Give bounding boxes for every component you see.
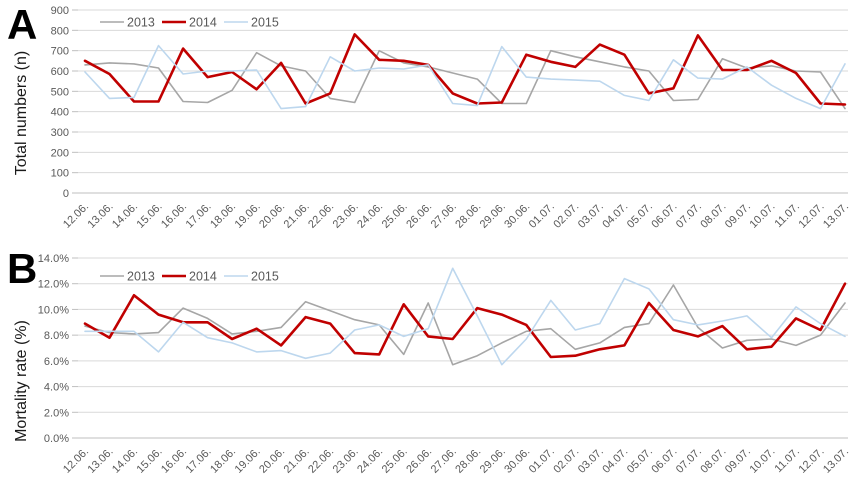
y-tick-label: 0 bbox=[63, 188, 69, 200]
panel-A-series-2014-line bbox=[83, 33, 847, 106]
panel-label-a: A bbox=[7, 1, 38, 48]
panel-B-series-2013-line bbox=[84, 284, 846, 366]
x-date-label: 10.07. bbox=[747, 201, 777, 231]
legend-label-2013: 2013 bbox=[127, 16, 155, 30]
legend-label-2015: 2015 bbox=[251, 16, 279, 30]
y-tick-label: 500 bbox=[51, 86, 69, 98]
panel-A-gridlines bbox=[72, 9, 848, 194]
x-date-label: 17.06. bbox=[184, 201, 214, 231]
y-tick-label: 2.0% bbox=[44, 407, 69, 419]
x-date-label: 03.07. bbox=[576, 201, 606, 231]
legend-label-2013: 2013 bbox=[127, 270, 155, 284]
y-tick-label: 900 bbox=[51, 5, 69, 17]
x-date-label: 07.07. bbox=[674, 201, 704, 231]
x-date-label: 24.06. bbox=[355, 201, 385, 231]
y-tick-label: 700 bbox=[51, 46, 69, 58]
x-date-label: 30.06. bbox=[502, 201, 532, 231]
y-tick-label: 200 bbox=[51, 147, 69, 159]
x-date-label: 23.06. bbox=[331, 201, 361, 231]
y-tick-label: 4.0% bbox=[44, 382, 69, 394]
y-tick-label: 14.0% bbox=[38, 253, 69, 265]
panel-label-b: B bbox=[7, 245, 38, 292]
x-date-label: 16.06. bbox=[159, 201, 189, 231]
y-tick-label: 400 bbox=[51, 107, 69, 119]
panel-B-series-2015-line bbox=[84, 267, 846, 366]
x-date-label: 18.06. bbox=[208, 201, 238, 231]
x-date-label: 08.07. bbox=[698, 201, 728, 231]
two-panel-line-figure: A Total numbers (n) B Mortality rate (%)… bbox=[7, 1, 850, 475]
x-date-label: 27.06. bbox=[429, 201, 459, 231]
panel-A-y-tick-labels: 900 800 700 600 500 400 300 200 100 0 bbox=[51, 5, 69, 200]
x-date-label: 14.06. bbox=[110, 201, 140, 231]
x-date-label: 20.06. bbox=[257, 201, 287, 231]
panel-B-y-tick-labels: 14.0% 12.0% 10.0% 8.0% 6.0% 4.0% 2.0% 0.0% bbox=[38, 253, 69, 445]
x-date-label: 12.07. bbox=[796, 201, 826, 231]
panel-A-series-2015-line bbox=[84, 44, 846, 110]
x-date-label: 05.07. bbox=[625, 201, 655, 231]
x-date-label: 10.07. bbox=[747, 446, 777, 474]
panel-B-series-2014-line bbox=[83, 282, 847, 359]
panel-B-x-date-labels: 12.06.13.06.14.06.15.06.16.06.17.06.18.0… bbox=[61, 446, 850, 474]
x-date-label: 29.06. bbox=[478, 201, 508, 231]
y-tick-label: 10.0% bbox=[38, 304, 69, 316]
y-tick-label: 0.0% bbox=[44, 433, 69, 445]
y-tick-label: 800 bbox=[51, 25, 69, 37]
x-date-label: 26.06. bbox=[404, 201, 434, 231]
panel-A-legend: 2013 2014 2015 bbox=[100, 16, 279, 30]
x-date-label: 15.06. bbox=[135, 201, 165, 231]
x-date-label: 22.06. bbox=[306, 201, 336, 231]
x-date-label: 13.07. bbox=[821, 446, 850, 474]
x-date-label: 21.06. bbox=[282, 201, 312, 231]
panel-B-gridlines bbox=[72, 257, 848, 439]
x-date-label: 11.07. bbox=[773, 201, 803, 231]
x-date-label: 01.07. bbox=[527, 201, 557, 231]
y-tick-label: 12.0% bbox=[38, 279, 69, 291]
y-tick-label: 300 bbox=[51, 127, 69, 139]
legend-label-2014: 2014 bbox=[189, 16, 217, 30]
y-tick-label: 100 bbox=[51, 168, 69, 180]
legend-label-2014: 2014 bbox=[189, 270, 217, 284]
x-date-label: 06.07. bbox=[649, 201, 679, 231]
legend-label-2015: 2015 bbox=[251, 270, 279, 284]
x-date-label: 09.07. bbox=[723, 201, 753, 231]
x-date-label: 12.06. bbox=[61, 201, 91, 231]
y-tick-label: 8.0% bbox=[44, 330, 69, 342]
x-date-label: 13.07. bbox=[821, 201, 850, 231]
y-tick-label: 600 bbox=[51, 66, 69, 78]
x-date-label: 28.06. bbox=[453, 201, 483, 231]
panel-A-series-2013-line bbox=[84, 49, 846, 110]
x-date-label: 19.06. bbox=[233, 201, 263, 231]
x-date-label: 13.06. bbox=[86, 201, 116, 231]
charts-canvas: 900800700600500400300200100012.06.13.06.… bbox=[38, 5, 850, 474]
panel-B-legend: 2013 2014 2015 bbox=[100, 270, 279, 284]
panel-A-x-date-labels: 12.06.13.06.14.06.15.06.16.06.17.06.18.0… bbox=[61, 201, 850, 231]
x-date-label: 25.06. bbox=[380, 201, 410, 231]
y-tick-label: 6.0% bbox=[44, 356, 69, 368]
x-date-label: 02.07. bbox=[551, 201, 581, 231]
x-date-label: 04.07. bbox=[600, 201, 630, 231]
